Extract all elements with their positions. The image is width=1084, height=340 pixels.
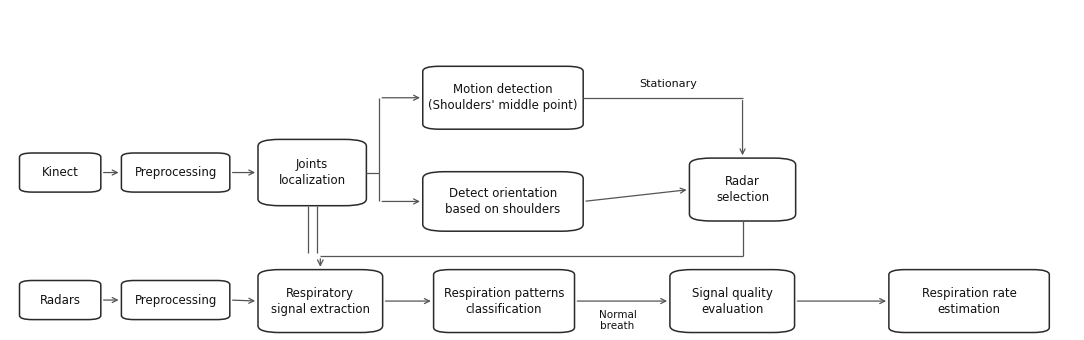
FancyBboxPatch shape — [20, 280, 101, 320]
FancyBboxPatch shape — [258, 270, 383, 333]
Text: Respiratory
signal extraction: Respiratory signal extraction — [271, 287, 370, 316]
FancyBboxPatch shape — [434, 270, 575, 333]
FancyBboxPatch shape — [121, 153, 230, 192]
Text: Joints
localization: Joints localization — [279, 158, 346, 187]
Text: Stationary: Stationary — [638, 79, 697, 89]
Text: Kinect: Kinect — [41, 166, 79, 179]
Text: Normal
breath: Normal breath — [598, 309, 636, 331]
Text: Preprocessing: Preprocessing — [134, 166, 217, 179]
Text: Respiration rate
estimation: Respiration rate estimation — [921, 287, 1017, 316]
Text: Detect orientation
based on shoulders: Detect orientation based on shoulders — [446, 187, 560, 216]
FancyBboxPatch shape — [423, 172, 583, 231]
Text: Preprocessing: Preprocessing — [134, 293, 217, 307]
FancyBboxPatch shape — [670, 270, 795, 333]
FancyBboxPatch shape — [121, 280, 230, 320]
Text: Signal quality
evaluation: Signal quality evaluation — [692, 287, 773, 316]
FancyBboxPatch shape — [689, 158, 796, 221]
Text: Radars: Radars — [40, 293, 80, 307]
FancyBboxPatch shape — [20, 153, 101, 192]
Text: Motion detection
(Shoulders' middle point): Motion detection (Shoulders' middle poin… — [428, 83, 578, 112]
FancyBboxPatch shape — [258, 139, 366, 206]
FancyBboxPatch shape — [423, 66, 583, 129]
Text: Radar
selection: Radar selection — [715, 175, 770, 204]
Text: Respiration patterns
classification: Respiration patterns classification — [443, 287, 565, 316]
FancyBboxPatch shape — [889, 270, 1049, 333]
